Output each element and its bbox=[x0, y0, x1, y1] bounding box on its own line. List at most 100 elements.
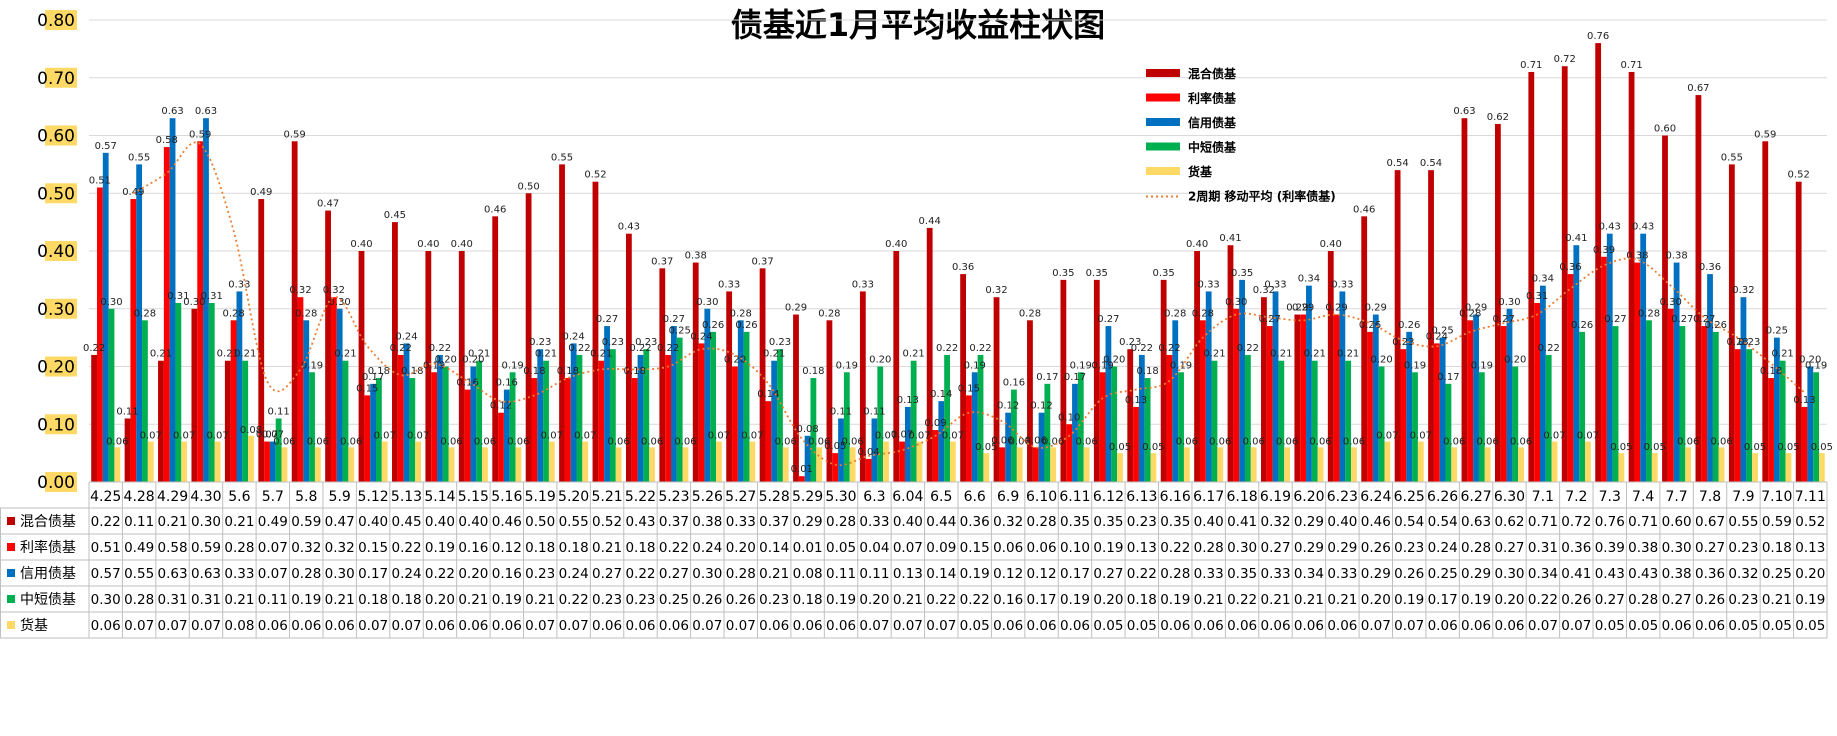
table-cell: 0.05 bbox=[826, 540, 856, 556]
bar bbox=[1478, 372, 1485, 482]
data-label: 0.18 bbox=[1760, 366, 1782, 377]
table-cell: 0.22 bbox=[625, 566, 655, 582]
table-cell: 0.40 bbox=[1327, 514, 1357, 530]
table-cell: 0.06 bbox=[425, 618, 455, 634]
bar bbox=[1038, 412, 1045, 482]
bar bbox=[397, 354, 404, 482]
bar bbox=[1327, 251, 1334, 482]
y-tick-highlight bbox=[45, 125, 77, 146]
table-cell: 0.28 bbox=[291, 566, 321, 582]
table-cell: 0.32 bbox=[1728, 566, 1758, 582]
table-cell: 0.23 bbox=[1728, 592, 1758, 608]
data-label: 0.44 bbox=[919, 216, 941, 227]
table-cell: 0.05 bbox=[1795, 618, 1825, 634]
bar bbox=[1734, 349, 1741, 482]
data-label: 0.26 bbox=[1398, 320, 1420, 331]
data-label: 0.06 bbox=[674, 436, 696, 447]
table-cell: 0.16 bbox=[993, 592, 1023, 608]
data-label: 0.18 bbox=[1136, 366, 1158, 377]
table-cell: 0.45 bbox=[391, 514, 421, 530]
data-label: 0.30 bbox=[183, 297, 205, 308]
table-cell: 0.07 bbox=[1361, 618, 1391, 634]
bar bbox=[1606, 233, 1613, 482]
data-label: 0.17 bbox=[1036, 372, 1058, 383]
data-label: 0.05 bbox=[1610, 442, 1632, 453]
bar bbox=[1317, 447, 1324, 482]
table-cell: 0.06 bbox=[1662, 618, 1692, 634]
category-label: 7.11 bbox=[1795, 489, 1826, 505]
bar bbox=[1439, 337, 1446, 482]
data-label: 0.19 bbox=[1404, 360, 1426, 371]
data-label: 0.43 bbox=[618, 222, 640, 233]
data-label: 0.29 bbox=[1292, 303, 1314, 314]
data-label: 0.05 bbox=[1142, 442, 1164, 453]
table-cell: 0.22 bbox=[425, 566, 455, 582]
data-label: 0.31 bbox=[167, 291, 189, 302]
table-cell: 0.07 bbox=[893, 540, 923, 556]
category-label: 6.25 bbox=[1394, 489, 1425, 505]
bar bbox=[197, 141, 204, 482]
table-cell: 0.18 bbox=[1127, 592, 1157, 608]
table-cell: 0.19 bbox=[291, 592, 321, 608]
table-cell: 0.21 bbox=[458, 592, 488, 608]
bar bbox=[893, 251, 900, 482]
bar bbox=[1099, 372, 1106, 482]
bar bbox=[1412, 372, 1418, 482]
bar bbox=[1768, 378, 1774, 482]
data-label: 0.12 bbox=[997, 401, 1019, 412]
bar bbox=[1166, 354, 1173, 482]
legend-label: 货基 bbox=[1188, 164, 1213, 179]
table-cell: 0.30 bbox=[1227, 540, 1257, 556]
data-label: 0.19 bbox=[836, 360, 858, 371]
table-cell: 0.08 bbox=[793, 566, 823, 582]
bar bbox=[1300, 314, 1307, 482]
table-cell: 0.06 bbox=[325, 618, 355, 634]
data-label: 0.58 bbox=[156, 135, 178, 146]
data-label: 0.07 bbox=[140, 431, 162, 442]
bar bbox=[1506, 308, 1513, 482]
data-label: 0.11 bbox=[830, 406, 852, 417]
category-label: 7.9 bbox=[1732, 489, 1754, 505]
bar bbox=[330, 297, 337, 482]
data-label: 0.25 bbox=[669, 326, 691, 337]
data-label: 0.41 bbox=[1219, 233, 1241, 244]
table-cell: 0.06 bbox=[1428, 618, 1458, 634]
bar bbox=[570, 343, 577, 482]
bar bbox=[1640, 233, 1647, 482]
bar bbox=[425, 251, 432, 482]
y-tick-highlight bbox=[45, 10, 77, 30]
bar bbox=[1618, 453, 1625, 482]
table-cell: 0.01 bbox=[793, 540, 823, 556]
bar bbox=[1372, 314, 1379, 482]
data-label: 0.30 bbox=[100, 297, 122, 308]
data-label: 0.06 bbox=[608, 436, 630, 447]
table-cell: 0.35 bbox=[1160, 514, 1190, 530]
table-cell: 0.33 bbox=[1194, 566, 1224, 582]
y-tick-label: 0.40 bbox=[37, 242, 75, 262]
data-label: 0.07 bbox=[1410, 431, 1432, 442]
bar bbox=[275, 418, 282, 482]
data-label: 0.19 bbox=[1091, 360, 1113, 371]
bar bbox=[1394, 170, 1401, 482]
y-tick-label: 0.60 bbox=[37, 127, 75, 147]
bar bbox=[1333, 314, 1340, 482]
bar bbox=[692, 262, 699, 482]
data-label: 0.07 bbox=[942, 431, 964, 442]
bar bbox=[431, 372, 438, 482]
bar bbox=[437, 354, 443, 482]
table-cell: 0.06 bbox=[458, 618, 488, 634]
data-label: 0.54 bbox=[1386, 158, 1408, 169]
table-cell: 0.12 bbox=[1027, 566, 1057, 582]
bar bbox=[659, 268, 666, 482]
data-label: 0.07 bbox=[741, 431, 763, 442]
table-cell: 0.76 bbox=[1595, 514, 1625, 530]
bar bbox=[208, 302, 215, 482]
table-cell: 0.34 bbox=[1294, 566, 1324, 582]
data-label: 0.23 bbox=[529, 337, 551, 348]
table-cell: 0.59 bbox=[191, 540, 221, 556]
data-label: 0.59 bbox=[189, 129, 211, 140]
table-cell: 0.17 bbox=[358, 566, 388, 582]
data-label: 0.06 bbox=[1477, 436, 1499, 447]
data-label: 0.21 bbox=[217, 349, 239, 360]
